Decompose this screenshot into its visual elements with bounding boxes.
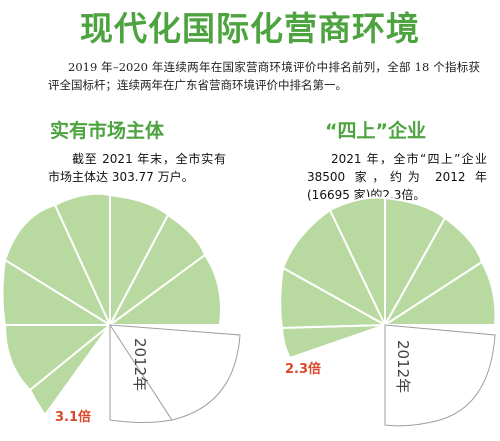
market-entities-desc: 截至 2021 年末，全市实有市场主体达 303.77 万户。 (48, 152, 226, 184)
page-title: 现代化国际化营商环境 (80, 9, 420, 48)
four-above-enterprises-title: “四上”企业 (325, 120, 426, 142)
four-above-multiple: 2.3倍 (285, 362, 322, 377)
four-above-flower: 2012年 (279, 196, 497, 427)
petal (3, 203, 113, 328)
petal (1, 258, 114, 326)
petal (384, 196, 447, 329)
petal (381, 260, 497, 326)
petal (280, 324, 386, 360)
petal (106, 253, 222, 326)
year-2012-petal-edge (109, 325, 173, 423)
market-entities-flower: 2012年 (1, 192, 241, 423)
year-2012-petal (109, 324, 241, 421)
intro-paragraph: 2019 年–2020 年连续两年在国家营商环境评价中排名前列，全部 18 个指… (48, 60, 480, 92)
petal (28, 324, 111, 417)
market-entities-multiple: 3.1倍 (55, 410, 92, 425)
four-above-enterprises-desc: 2021 年，全市“四上”企业 38500 家，约为 2012 年(16695 … (307, 152, 487, 202)
petal (281, 208, 388, 328)
year-2012-petal (384, 324, 496, 427)
petal (3, 324, 113, 392)
year-2012-label: 2012年 (131, 338, 149, 391)
market-entities-title: 实有市场主体 (50, 120, 165, 142)
year-2012-label: 2012年 (394, 340, 412, 393)
